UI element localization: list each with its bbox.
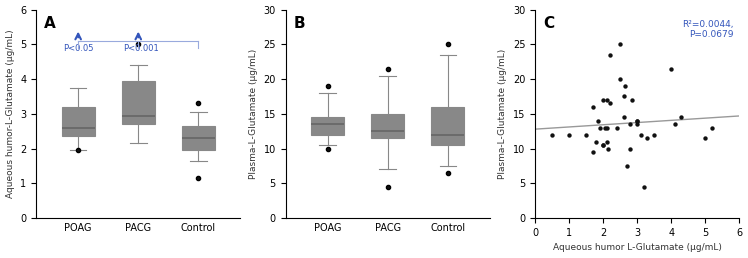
Point bbox=[594, 126, 606, 130]
Point bbox=[587, 105, 599, 109]
Point bbox=[618, 115, 630, 119]
Point bbox=[592, 119, 604, 123]
Point bbox=[602, 147, 614, 151]
Point bbox=[631, 119, 643, 123]
Point bbox=[563, 133, 575, 137]
Point bbox=[626, 98, 638, 102]
Point bbox=[614, 42, 626, 46]
Point bbox=[601, 98, 613, 102]
Text: A: A bbox=[44, 16, 56, 31]
Point bbox=[604, 53, 616, 57]
PathPatch shape bbox=[182, 126, 215, 150]
Point bbox=[669, 122, 681, 126]
Point bbox=[621, 164, 633, 168]
PathPatch shape bbox=[432, 107, 465, 145]
Text: P<0.001: P<0.001 bbox=[123, 44, 159, 53]
Point bbox=[649, 133, 660, 137]
Text: P<0.05: P<0.05 bbox=[63, 44, 94, 53]
Point bbox=[625, 122, 637, 126]
Point bbox=[611, 126, 623, 130]
Point bbox=[631, 119, 643, 123]
Point bbox=[634, 133, 646, 137]
X-axis label: Aqueous humor L-Glutamate (μg/mL): Aqueous humor L-Glutamate (μg/mL) bbox=[553, 244, 722, 252]
Point bbox=[699, 136, 711, 140]
Text: R²=0.0044,
P=0.0679: R²=0.0044, P=0.0679 bbox=[681, 20, 733, 39]
Point bbox=[601, 140, 613, 144]
Point bbox=[642, 136, 654, 140]
Point bbox=[675, 115, 687, 119]
Y-axis label: Plasma-L-Glutamate (μg/mL): Plasma-L-Glutamate (μg/mL) bbox=[249, 49, 258, 179]
Point bbox=[597, 98, 609, 102]
Point bbox=[619, 84, 631, 88]
Point bbox=[614, 77, 626, 81]
Point bbox=[625, 147, 637, 151]
Text: B: B bbox=[294, 16, 305, 31]
Point bbox=[599, 126, 611, 130]
PathPatch shape bbox=[371, 114, 404, 138]
Point bbox=[618, 94, 630, 99]
Point bbox=[631, 122, 643, 126]
Point bbox=[590, 140, 602, 144]
Point bbox=[580, 133, 592, 137]
PathPatch shape bbox=[122, 81, 155, 124]
Y-axis label: Aqueous humor-L-Glutamate (μg/mL): Aqueous humor-L-Glutamate (μg/mL) bbox=[5, 30, 14, 198]
Point bbox=[665, 67, 677, 71]
PathPatch shape bbox=[61, 107, 95, 136]
Point bbox=[597, 143, 609, 147]
PathPatch shape bbox=[311, 117, 344, 135]
Text: C: C bbox=[543, 16, 554, 31]
Point bbox=[706, 126, 718, 130]
Point bbox=[604, 101, 616, 106]
Point bbox=[587, 150, 599, 154]
Point bbox=[601, 126, 613, 130]
Point bbox=[638, 185, 650, 189]
Y-axis label: Plasma-L-Glutamate (μg/mL): Plasma-L-Glutamate (μg/mL) bbox=[498, 49, 507, 179]
Point bbox=[546, 133, 558, 137]
Point bbox=[597, 143, 609, 147]
